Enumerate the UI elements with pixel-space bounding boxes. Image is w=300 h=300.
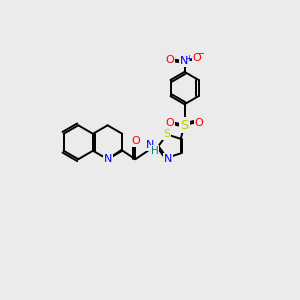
Text: +: +	[185, 53, 192, 62]
Text: S: S	[164, 129, 170, 139]
Text: O: O	[195, 118, 204, 128]
Text: S: S	[180, 118, 189, 131]
Text: N: N	[180, 56, 189, 66]
Text: O: O	[166, 118, 174, 128]
Text: O: O	[193, 53, 201, 63]
Text: N: N	[164, 154, 172, 164]
Text: O: O	[166, 55, 174, 64]
Text: O: O	[131, 136, 140, 146]
Text: N: N	[103, 154, 112, 164]
Text: N: N	[146, 140, 154, 150]
Text: −: −	[197, 49, 206, 59]
Text: H: H	[151, 146, 158, 156]
